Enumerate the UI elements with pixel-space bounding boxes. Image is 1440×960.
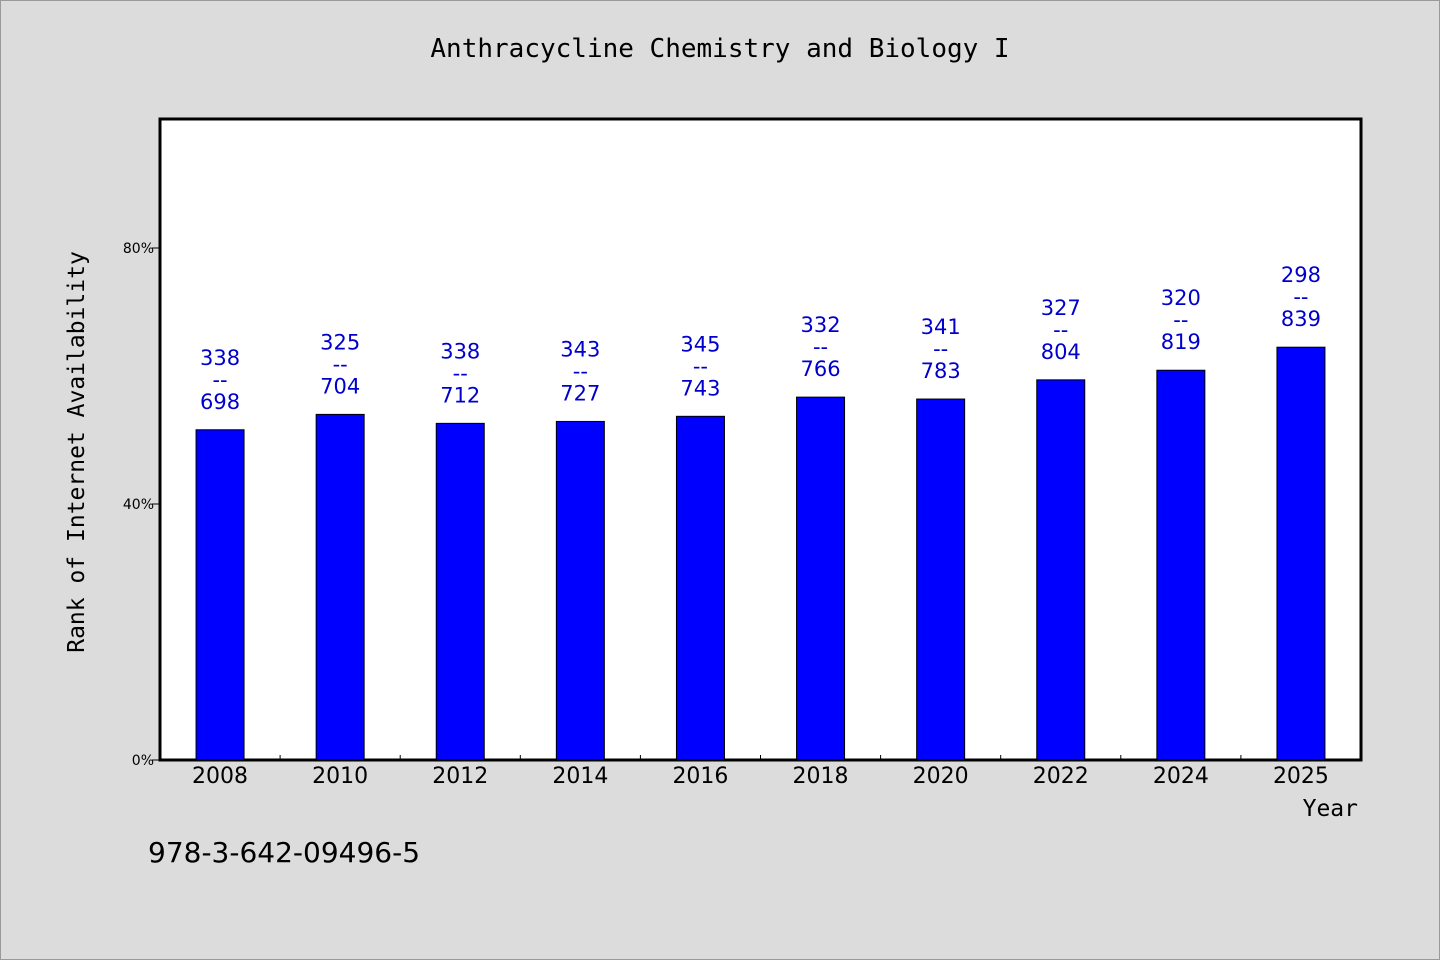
- bar-label-separator: --: [933, 337, 948, 361]
- bar: [675, 415, 725, 761]
- x-tick-label: 2024: [1153, 764, 1209, 789]
- bar-label-bottom: 704: [320, 374, 360, 398]
- bar-label-top: 298: [1281, 263, 1321, 287]
- x-tick-label: 2022: [1033, 764, 1089, 789]
- x-axis: 2008 2010 2012 2014 2016 2018 2020 2022 2024 2025: [192, 755, 1329, 789]
- x-tick-label: 2018: [793, 764, 849, 789]
- bar-label-bottom: 839: [1281, 307, 1321, 331]
- x-tick-label: 2012: [432, 764, 488, 789]
- x-axis-label: Year: [1303, 796, 1358, 822]
- bars-group: [195, 346, 1326, 761]
- bar-label-separator: --: [1053, 318, 1068, 342]
- bar-label-top: 338: [200, 346, 240, 370]
- bar: [916, 398, 966, 761]
- bar-label-top: 338: [440, 339, 480, 363]
- bar: [796, 396, 846, 761]
- x-tick-label: 2020: [913, 764, 969, 789]
- bar: [315, 413, 365, 761]
- bar-label-separator: --: [212, 368, 227, 392]
- data-labels-group: 698--338704--325712--338727--343743--345…: [200, 263, 1321, 414]
- y-tick-label: 80%: [123, 241, 154, 257]
- x-tick-label: 2025: [1273, 764, 1329, 789]
- bar: [1156, 369, 1206, 761]
- y-tick-label: 0%: [132, 753, 154, 769]
- bar: [1036, 379, 1086, 761]
- bar: [555, 420, 605, 761]
- bar-label-top: 343: [560, 337, 600, 361]
- bar-label-bottom: 743: [680, 376, 720, 400]
- bar-label-bottom: 804: [1041, 340, 1081, 364]
- bar-label-bottom: 698: [200, 390, 240, 414]
- x-tick-label: 2016: [672, 764, 728, 789]
- bar: [1276, 346, 1326, 761]
- bar-label-separator: --: [1173, 308, 1188, 332]
- bar-label-bottom: 727: [560, 381, 600, 405]
- x-tick-label: 2014: [552, 764, 608, 789]
- bar-label-top: 341: [921, 315, 961, 339]
- bar: [435, 422, 485, 761]
- bar-label-bottom: 712: [440, 383, 480, 407]
- y-axis-label: Rank of Internet Availability: [64, 251, 90, 653]
- bar-label-separator: --: [1293, 285, 1308, 309]
- chart-title: Anthracycline Chemistry and Biology I: [430, 34, 1010, 64]
- isbn-text: 978-3-642-09496-5: [148, 836, 421, 869]
- bar-label-top: 320: [1161, 286, 1201, 310]
- bar-label-top: 332: [801, 313, 841, 337]
- bar-label-top: 327: [1041, 296, 1081, 320]
- x-tick-label: 2008: [192, 764, 248, 789]
- bar-label-top: 345: [680, 332, 720, 356]
- bar-label-separator: --: [453, 361, 468, 385]
- bar-label-separator: --: [573, 359, 588, 383]
- bar-label-bottom: 783: [921, 359, 961, 383]
- bar-label-separator: --: [693, 354, 708, 378]
- bar-label-bottom: 819: [1161, 330, 1201, 354]
- x-tick-label: 2010: [312, 764, 368, 789]
- bar-label-bottom: 766: [801, 357, 841, 381]
- bar-label-separator: --: [813, 335, 828, 359]
- y-tick-label: 40%: [123, 497, 154, 513]
- bar: [195, 429, 245, 761]
- bar-label-separator: --: [333, 352, 348, 376]
- y-axis: 0% 40% 80%: [123, 241, 160, 769]
- bar-label-top: 325: [320, 330, 360, 354]
